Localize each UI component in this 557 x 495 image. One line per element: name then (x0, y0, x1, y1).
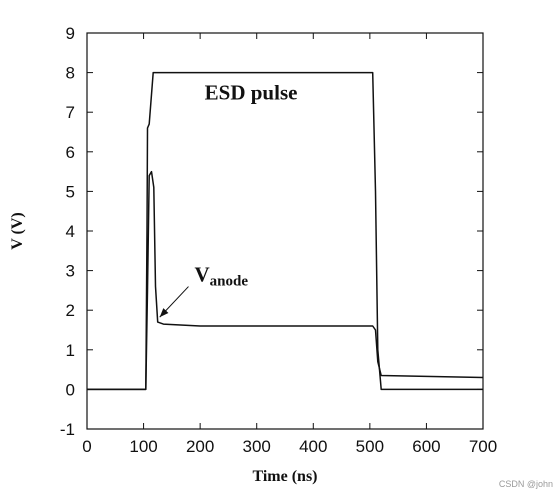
axis-ticks (86, 32, 484, 430)
vanode-arrowhead (159, 308, 169, 318)
y-tick-label: -1 (60, 420, 75, 439)
y-tick-label: 1 (66, 341, 75, 360)
vanode-label-main: V (194, 263, 209, 287)
y-tick-label: 7 (66, 103, 75, 122)
x-tick-label: 600 (412, 437, 440, 456)
y-tick-label: 0 (66, 380, 75, 399)
y-tick-label: 6 (66, 143, 75, 162)
x-tick-label: 400 (299, 437, 327, 456)
x-tick-label: 100 (129, 437, 157, 456)
series-layer (87, 71, 484, 391)
y-tick-label: 3 (66, 262, 75, 281)
y-tick-label: 9 (66, 24, 75, 43)
x-tick-label: 700 (469, 437, 497, 456)
y-tick-label: 5 (66, 182, 75, 201)
x-tick-label: 500 (356, 437, 384, 456)
x-tick-label: 300 (243, 437, 271, 456)
esd-pulse-label: ESD pulse (205, 80, 298, 104)
x-axis-title: Time (ns) (252, 468, 317, 485)
vanode-label: Vanode (194, 263, 248, 290)
watermark: CSDN @john (498, 479, 553, 489)
axis-tick-labels: 0 100 200 300 400 500 600 700 -1 0 1 2 3 4 5 6 7 8 9 (60, 24, 497, 456)
y-tick-label: 4 (66, 222, 75, 241)
y-axis-title: V (V) (9, 212, 26, 249)
series-line-vanode (87, 170, 484, 391)
series-line-esd-pulse (87, 71, 483, 391)
y-tick-label: 2 (66, 301, 75, 320)
y-tick-label: 8 (66, 64, 75, 83)
x-tick-label: 200 (186, 437, 214, 456)
vanode-label-subscript: anode (210, 274, 249, 290)
x-tick-label: 0 (82, 437, 91, 456)
